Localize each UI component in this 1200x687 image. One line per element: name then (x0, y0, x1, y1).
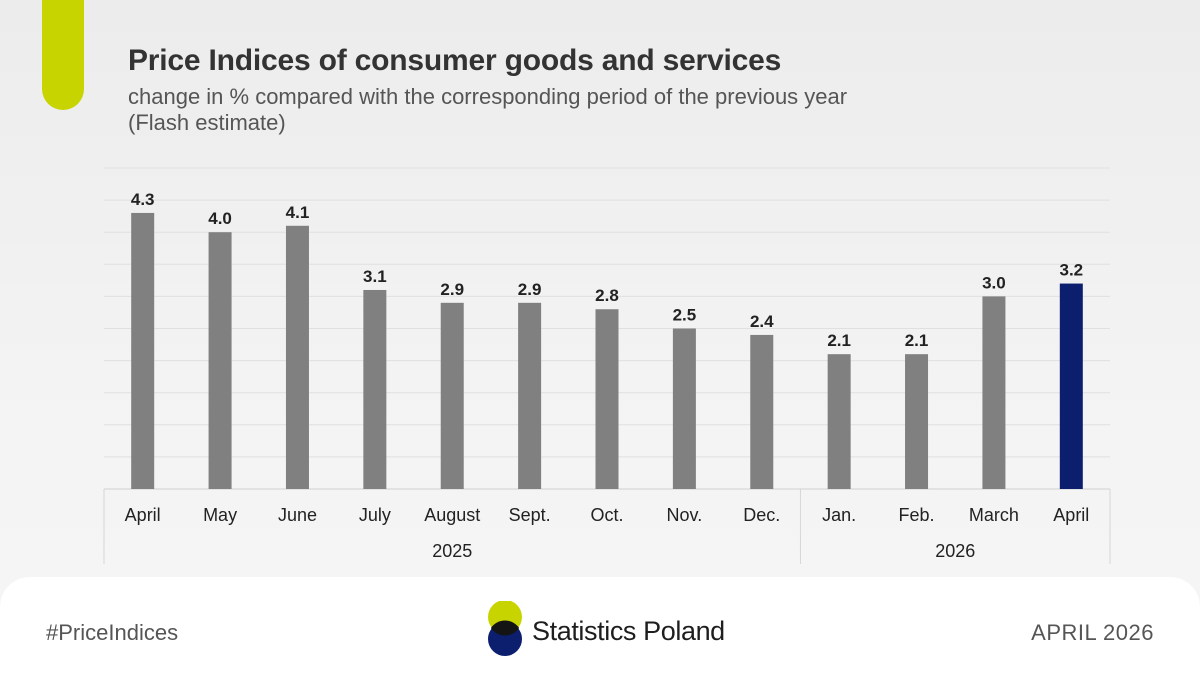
bar (827, 354, 851, 489)
x-tick-label: Dec. (743, 505, 780, 525)
bar (208, 232, 232, 489)
data-label: 2.8 (595, 286, 619, 305)
bar (285, 225, 309, 489)
bar-highlight (1059, 283, 1083, 489)
data-label: 2.4 (750, 312, 774, 331)
bar (672, 328, 696, 489)
bar (982, 296, 1006, 489)
data-label: 2.9 (440, 280, 464, 299)
x-tick-label: Feb. (899, 505, 935, 525)
bar-chart: 4.3 April 4.0 May 4.1 June 3.1 July 2.9 August 2.9… (103, 167, 1111, 564)
data-label: 3.0 (982, 273, 1006, 292)
x-tick-label: Nov. (667, 505, 703, 525)
data-label: 4.0 (208, 209, 232, 228)
year-group-label: 2025 (432, 541, 472, 561)
x-tick-label: March (969, 505, 1019, 525)
date-label: APRIL 2026 (1031, 620, 1154, 645)
data-label: 3.2 (1059, 261, 1083, 280)
accent-tab (42, 0, 84, 110)
data-label: 2.1 (827, 331, 851, 350)
x-tick-label: Oct. (590, 505, 623, 525)
subtitle-line-2: (Flash estimate) (128, 110, 286, 135)
bar (440, 302, 464, 489)
x-tick-label: Jan. (822, 505, 856, 525)
x-tick-label: April (125, 505, 161, 525)
x-tick-label: June (278, 505, 317, 525)
bar (905, 354, 929, 489)
logo-overlap (490, 620, 520, 636)
data-label: 2.5 (673, 306, 697, 325)
x-tick-label: April (1053, 505, 1089, 525)
page-subtitle: change in % compared with the correspond… (128, 84, 1028, 136)
data-label: 2.1 (905, 331, 929, 350)
x-tick-label: August (424, 505, 480, 525)
logo-mark-icon (488, 601, 522, 656)
footer-bar: #PriceIndices Statistics Poland APRIL 20… (0, 577, 1200, 687)
data-label: 2.9 (518, 280, 542, 299)
hashtag-text: #PriceIndices (46, 620, 179, 645)
data-label: 3.1 (363, 267, 387, 286)
x-tick-label: May (203, 505, 237, 525)
x-tick-label: Sept. (509, 505, 551, 525)
data-label: 4.1 (286, 203, 310, 222)
bar (750, 334, 774, 489)
bar (363, 289, 387, 489)
bar (131, 212, 155, 489)
page-title: Price Indices of consumer goods and serv… (128, 44, 782, 77)
bar (595, 309, 619, 489)
logo-text: Statistics Poland (532, 616, 725, 646)
year-group-label: 2026 (935, 541, 975, 561)
data-label: 4.3 (131, 190, 155, 209)
x-tick-label: July (359, 505, 391, 525)
bar (518, 302, 542, 489)
subtitle-line-1: change in % compared with the correspond… (128, 84, 848, 109)
